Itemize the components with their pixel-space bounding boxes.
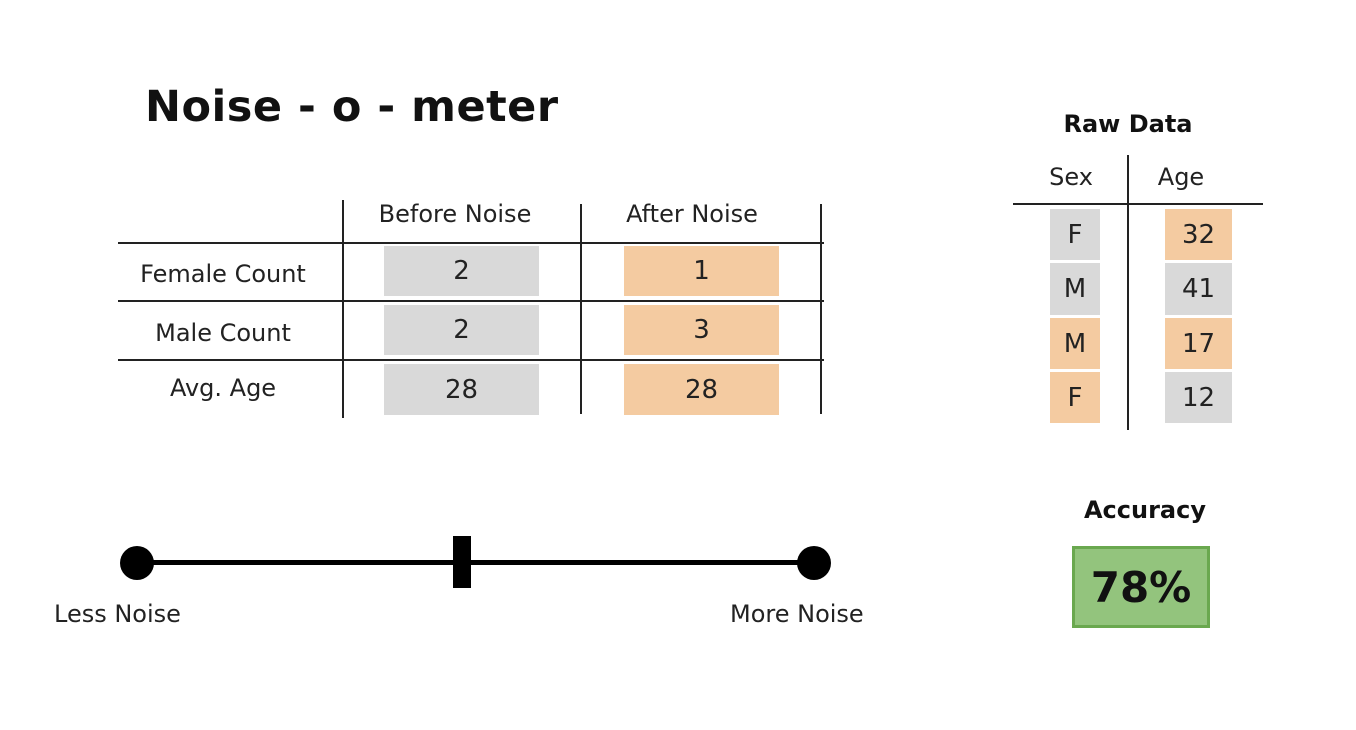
- row-label-female-count: Female Count: [140, 260, 306, 288]
- sex-cell: F: [1050, 209, 1100, 260]
- slider-min-endpoint: [120, 546, 154, 580]
- column-header-before-noise: Before Noise: [378, 200, 532, 228]
- slider-thumb[interactable]: [452, 536, 471, 588]
- table-divider: [820, 204, 822, 414]
- table-divider: [1127, 155, 1129, 430]
- sex-cell: M: [1050, 263, 1100, 315]
- accuracy-label: Accuracy: [1083, 496, 1206, 524]
- less-noise-label: Less Noise: [54, 600, 181, 628]
- age-cell: 17: [1165, 318, 1232, 369]
- after-noise-value: 28: [624, 364, 779, 415]
- row-label-male-count: Male Count: [155, 319, 291, 347]
- table-divider: [580, 204, 582, 414]
- page-title: Noise - o - meter: [145, 82, 559, 132]
- after-noise-value: 1: [624, 246, 779, 296]
- row-label-avg-age: Avg. Age: [169, 374, 277, 402]
- column-header-sex: Sex: [1049, 163, 1093, 191]
- table-divider: [118, 242, 824, 244]
- age-cell: 12: [1165, 372, 1232, 423]
- age-cell: 32: [1165, 209, 1232, 260]
- slider-track[interactable]: [137, 560, 814, 565]
- more-noise-label: More Noise: [730, 600, 864, 628]
- accuracy-value: 78%: [1072, 546, 1210, 628]
- table-divider: [342, 200, 344, 418]
- column-header-age: Age: [1157, 163, 1205, 191]
- table-divider: [118, 300, 824, 302]
- raw-data-title: Raw Data: [1063, 110, 1193, 138]
- age-cell: 41: [1165, 263, 1232, 315]
- table-divider: [118, 359, 824, 361]
- before-noise-value: 28: [384, 364, 539, 415]
- column-header-after-noise: After Noise: [626, 200, 758, 228]
- sex-cell: M: [1050, 318, 1100, 369]
- before-noise-value: 2: [384, 246, 539, 296]
- before-noise-value: 2: [384, 305, 539, 355]
- sex-cell: F: [1050, 372, 1100, 423]
- table-divider: [1013, 203, 1263, 205]
- slider-max-endpoint: [797, 546, 831, 580]
- after-noise-value: 3: [624, 305, 779, 355]
